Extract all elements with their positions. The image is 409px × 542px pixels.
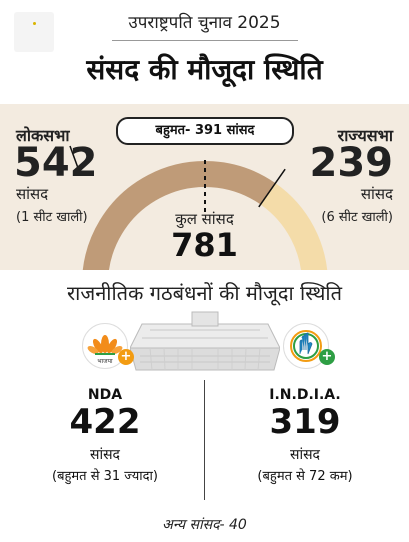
nda-majority-note: (बहुमत से 31 ज्यादा) xyxy=(52,469,158,484)
total-members-count: 781 xyxy=(171,226,238,264)
plus-icon: + xyxy=(118,349,134,365)
page-title: संसद की मौजूदा स्थिति xyxy=(86,53,323,86)
india-unit: सांसद xyxy=(290,447,320,463)
seat-gauge xyxy=(69,145,328,270)
gauge-split-line xyxy=(258,168,286,208)
alliances-title: राजनीतिक गठबंधनों की मौजूदा स्थिति xyxy=(67,281,342,305)
lok-sabha-leader-line xyxy=(69,145,79,169)
header-kicker: उपराष्ट्रपति चुनाव 2025 xyxy=(128,13,281,33)
rajya-sabha-vacancy: (6 सीट खाली) xyxy=(321,210,393,225)
majority-badge: बहुमत- 391 सांसद xyxy=(116,117,294,145)
india-name: I.N.D.I.A. xyxy=(269,387,341,403)
rajya-sabha-title: राज्यसभा xyxy=(337,126,393,145)
rajya-sabha-unit: सांसद xyxy=(360,185,393,203)
header-band xyxy=(0,0,409,104)
lotus-icon: भाजपा xyxy=(87,335,123,365)
rajya-sabha-count: 239 xyxy=(309,140,394,186)
lok-sabha-unit: सांसद xyxy=(16,185,49,203)
lok-sabha-count: 542 xyxy=(14,140,98,186)
publisher-logo xyxy=(14,12,54,52)
plus-icon: + xyxy=(319,349,335,365)
nda-count: 422 xyxy=(69,402,141,442)
other-members-note: अन्य सांसद- 40 xyxy=(162,517,247,533)
bjp-logo-text: भाजपा xyxy=(97,358,113,365)
india-count: 319 xyxy=(269,402,341,442)
gauge-arc-rajya-sabha xyxy=(260,183,328,270)
parliament-building-icon xyxy=(130,311,280,371)
lok-sabha-vacancy: (1 सीट खाली) xyxy=(16,210,88,225)
nda-unit: सांसद xyxy=(90,447,120,463)
lok-sabha-title: लोकसभा xyxy=(16,126,70,145)
total-members-label: कुल सांसद xyxy=(175,210,234,228)
india-majority-note: (बहुमत से 72 कम) xyxy=(257,469,353,484)
nda-name: NDA xyxy=(87,387,123,403)
kicker-underline xyxy=(112,40,298,41)
hand-icon xyxy=(290,330,322,362)
gauge-arc-lok-sabha xyxy=(82,161,276,270)
alliance-divider xyxy=(204,380,205,500)
logo-dot-icon xyxy=(33,22,36,25)
